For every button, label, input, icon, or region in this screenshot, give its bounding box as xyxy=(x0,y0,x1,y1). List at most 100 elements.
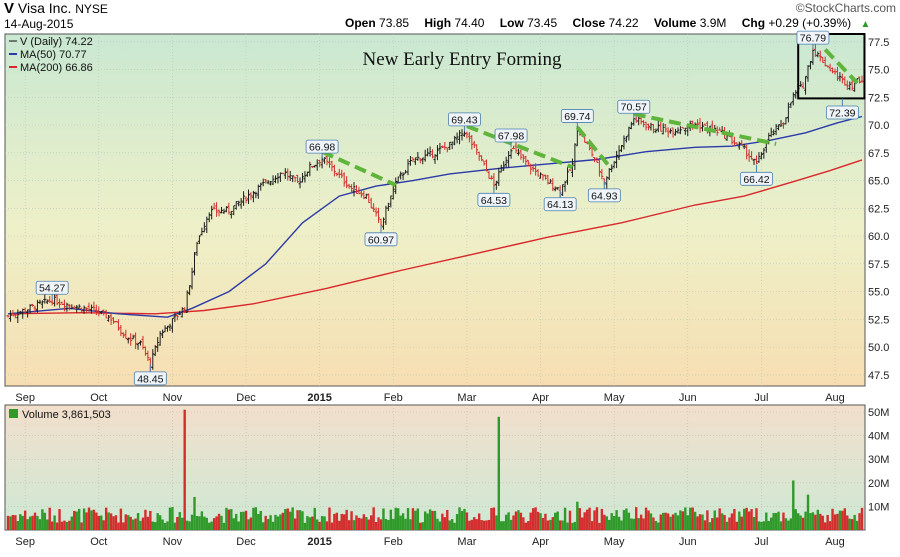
volume-bar xyxy=(725,521,729,530)
volume-bar xyxy=(468,520,471,530)
volume-bar xyxy=(436,518,439,530)
volume-bar xyxy=(433,510,437,530)
volume-tick-label: 20M xyxy=(868,478,889,490)
price-tick-label: 75.0 xyxy=(868,65,889,77)
volume-bar xyxy=(58,509,61,530)
volume-bar xyxy=(301,511,304,530)
volume-bar xyxy=(21,515,24,530)
volume-bar xyxy=(82,508,86,530)
volume-bar xyxy=(627,512,631,530)
volume-bar xyxy=(227,509,231,530)
volume-bar xyxy=(843,508,847,530)
volume-bar xyxy=(343,514,346,530)
volume-bar xyxy=(480,520,483,530)
volume-bar xyxy=(782,512,785,530)
volume-bar xyxy=(181,517,184,530)
volume-bar xyxy=(215,516,218,530)
volume-bar xyxy=(382,508,385,530)
volume-bar xyxy=(804,511,807,530)
volume-bar xyxy=(323,516,326,530)
volume-bar xyxy=(355,515,358,530)
annotation-box xyxy=(364,232,398,247)
x-tick-label: Aug xyxy=(825,392,845,404)
annotation-box xyxy=(305,139,339,154)
volume-bar xyxy=(517,510,520,530)
volume-bar xyxy=(325,521,329,530)
volume-bar xyxy=(612,515,616,530)
volume-bar xyxy=(846,515,849,530)
volume-bar xyxy=(158,515,162,530)
price-panel xyxy=(4,33,866,387)
volume-bar xyxy=(747,511,751,530)
volume-bar xyxy=(198,516,201,530)
volume-bar xyxy=(833,514,837,530)
price-tick-label: 62.5 xyxy=(868,203,889,215)
annotation-box xyxy=(617,99,651,114)
x-tick-label: Oct xyxy=(90,392,107,404)
volume-bar xyxy=(495,515,498,530)
volume-bar xyxy=(259,510,262,530)
volume-bar xyxy=(676,515,680,530)
volume-bar xyxy=(230,509,233,530)
volume-bar xyxy=(338,520,341,530)
volume-bar xyxy=(43,512,47,530)
volume-bar xyxy=(708,522,712,530)
volume-bar xyxy=(644,507,648,530)
volume-bar xyxy=(509,519,513,530)
volume-bar xyxy=(590,521,594,530)
close-label: Close xyxy=(572,16,606,30)
volume-bar xyxy=(124,514,127,530)
volume-bar xyxy=(244,510,248,530)
volume-bar xyxy=(208,522,211,530)
volume-bar xyxy=(193,496,196,530)
volume-bar xyxy=(762,521,766,530)
volume-bar xyxy=(166,521,169,530)
volume-bar xyxy=(131,519,135,530)
volume-bar xyxy=(642,518,645,530)
volume-bar xyxy=(446,509,449,530)
volume-bar xyxy=(235,513,238,530)
volume-bar xyxy=(63,520,66,530)
volume-bar xyxy=(195,516,199,530)
volume-bar xyxy=(752,517,756,530)
volume-bar xyxy=(190,514,194,530)
volume-bar xyxy=(274,514,277,530)
volume-bar xyxy=(706,510,709,530)
legend-volume: Volume 3,861,503 xyxy=(22,409,111,421)
volume-bar xyxy=(23,510,27,530)
volume-bar xyxy=(487,519,491,530)
trendline xyxy=(823,48,859,85)
volume-bar xyxy=(794,509,797,530)
volume-bar xyxy=(311,516,314,530)
volume-bar xyxy=(85,512,88,530)
volume-bar xyxy=(279,514,282,530)
volume-bar xyxy=(222,522,226,530)
volume-bar xyxy=(335,512,339,530)
volume-bar xyxy=(392,518,395,530)
volume-bar xyxy=(603,514,606,530)
x-tick-label: 2015 xyxy=(307,536,331,548)
volume-bar xyxy=(95,512,98,530)
volume-bar xyxy=(406,508,410,530)
volume-bar xyxy=(389,509,393,530)
volume-bar xyxy=(183,409,186,530)
volume-bar xyxy=(541,518,545,530)
volume-label: Volume xyxy=(653,16,697,30)
close-value: 74.22 xyxy=(608,16,639,30)
x-tick-label: May xyxy=(604,392,625,404)
highlight-box-layer xyxy=(797,33,866,100)
price-tick-label: 65.0 xyxy=(868,176,889,188)
volume-bar xyxy=(796,513,800,530)
volume-bar xyxy=(743,508,746,530)
stockcharts-brand[interactable]: ©StockCharts.com xyxy=(795,1,896,15)
price-tick-label: 77.5 xyxy=(868,37,889,49)
volume-bar xyxy=(598,522,601,530)
volume-bar xyxy=(330,522,334,530)
x-tick-label: Apr xyxy=(532,392,549,404)
volume-bar xyxy=(524,522,527,530)
volume-bar xyxy=(303,522,307,530)
chg-value: +0.29 (+0.39%) xyxy=(768,16,852,30)
volume-bar xyxy=(6,515,10,530)
volume-bar xyxy=(755,508,758,530)
volume-bar xyxy=(735,521,739,530)
